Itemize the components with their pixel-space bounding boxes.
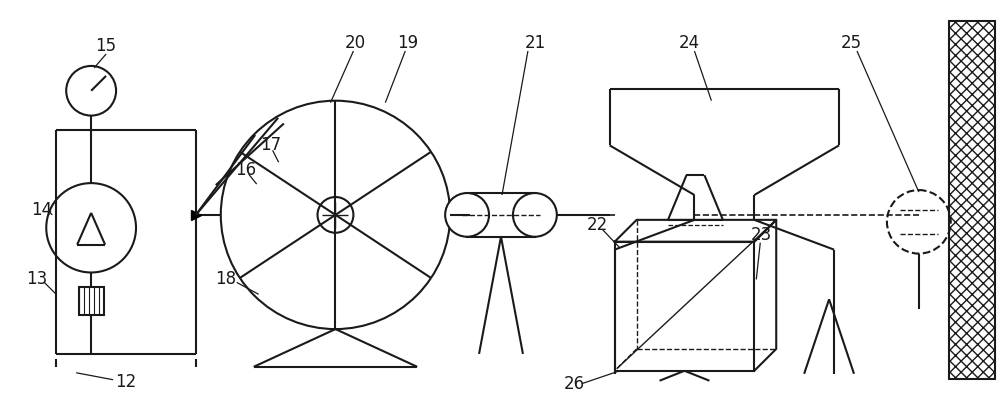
Text: 12: 12 xyxy=(115,373,137,391)
Circle shape xyxy=(221,101,450,329)
Text: 26: 26 xyxy=(564,375,585,393)
Circle shape xyxy=(318,197,353,233)
Circle shape xyxy=(513,193,557,237)
Text: 24: 24 xyxy=(679,34,700,52)
Text: 20: 20 xyxy=(345,34,366,52)
Circle shape xyxy=(445,193,489,237)
Text: 13: 13 xyxy=(26,270,47,289)
Text: 23: 23 xyxy=(751,226,772,244)
Text: 17: 17 xyxy=(260,137,281,154)
Text: 18: 18 xyxy=(215,270,236,289)
Text: 14: 14 xyxy=(31,201,52,219)
Circle shape xyxy=(66,66,116,116)
Bar xyxy=(467,193,535,237)
Text: 16: 16 xyxy=(235,161,256,179)
Circle shape xyxy=(46,183,136,272)
Text: 19: 19 xyxy=(397,34,418,52)
Bar xyxy=(949,21,995,379)
Text: 21: 21 xyxy=(524,34,546,52)
Bar xyxy=(615,242,754,371)
Text: 15: 15 xyxy=(96,37,117,55)
Bar xyxy=(79,287,104,315)
Text: 25: 25 xyxy=(840,34,862,52)
Text: 22: 22 xyxy=(587,216,608,234)
Circle shape xyxy=(887,190,951,254)
